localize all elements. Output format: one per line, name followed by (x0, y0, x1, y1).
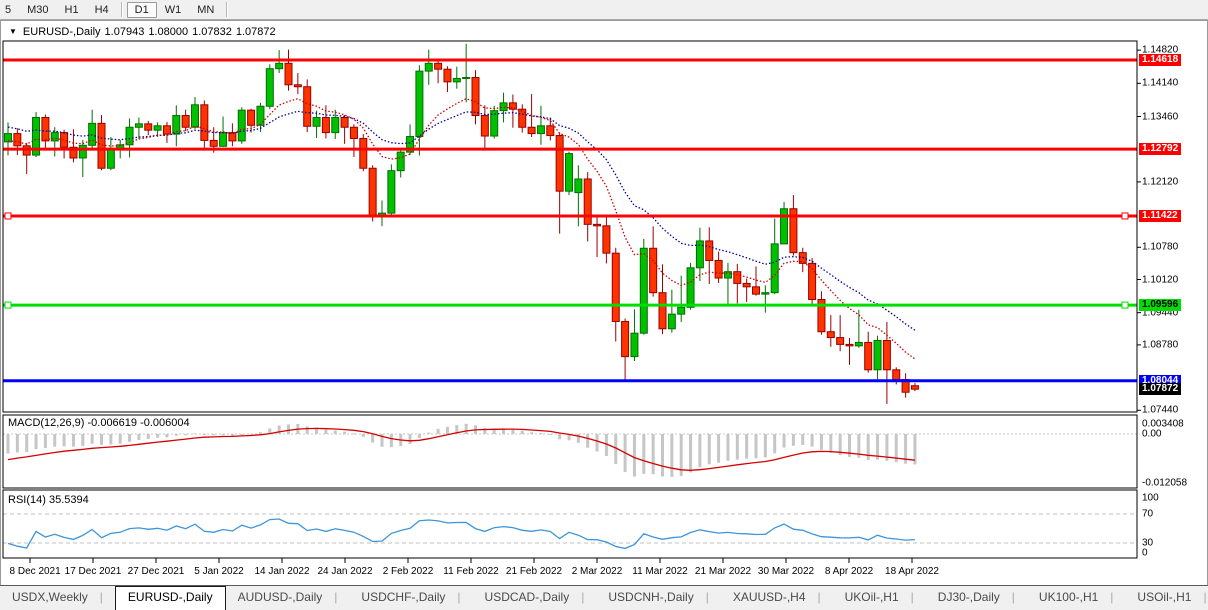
tab-audusd-daily[interactable]: AUDUSD-,Daily | (237, 590, 338, 604)
price-tick-label: 1.07440 (1142, 404, 1179, 416)
timeframe-button-5[interactable]: 5 (5, 3, 12, 16)
rsi-indicator-header: RSI(14) 35.5394 (8, 494, 89, 506)
macd-tick-label: 0.003408 (1142, 418, 1184, 430)
bar-low-value: 1.07832 (192, 26, 232, 38)
price-tick-label: 1.14140 (1142, 77, 1179, 89)
price-tick-label: 1.10120 (1142, 274, 1179, 285)
price-badge-1.09596: 1.09596 (1139, 299, 1182, 312)
bar-high-value: 1.08000 (148, 26, 189, 38)
date-tick-label: 5 Jan 2022 (194, 566, 244, 577)
tab-ukoil-h1[interactable]: UKOil-,H1 | (844, 590, 914, 604)
date-tick-label: 8 Apr 2022 (824, 566, 874, 577)
date-tick-label: 24 Jan 2022 (317, 566, 373, 577)
macd-signal-line (7, 427, 915, 471)
ma-slow-line (7, 110, 916, 331)
toolbar-separator (120, 2, 123, 17)
timeframe-button-w1[interactable]: W1 (164, 3, 182, 16)
price-badge-1.12792: 1.12792 (1139, 143, 1182, 156)
tab-separator: | (1203, 590, 1207, 604)
price-badge-1.11422: 1.11422 (1139, 209, 1181, 222)
chart-tab-bar: USDX,Weekly | EURUSD-,Daily AUDUSD-,Daily | U… (0, 585, 1208, 610)
timeframe-button-h1[interactable]: H1 (64, 3, 79, 16)
tab-usdcnh-daily[interactable]: USDCNH-,Daily | (608, 590, 709, 604)
bar-open-value: 1.07943 (104, 26, 145, 38)
timeframe-button-mn[interactable]: MN (197, 3, 215, 16)
tab-separator: | (705, 590, 709, 604)
rsi-tick-label: 30 (1142, 537, 1154, 549)
rsi-tick-label: 70 (1142, 508, 1154, 520)
price-tick-label: 1.12120 (1142, 176, 1179, 188)
tab-usdcad-daily[interactable]: USDCAD-,Daily | (484, 590, 585, 604)
macd-tick-label: 0.00 (1142, 428, 1162, 440)
price-tick-label: 1.14820 (1142, 44, 1179, 56)
date-tick-label: 18 Apr 2022 (885, 566, 939, 577)
timeframe-button-h4[interactable]: H4 (94, 3, 109, 16)
date-tick-label: 21 Feb 2022 (505, 566, 563, 577)
chart-menu-triangle-icon[interactable]: ▼ (9, 27, 17, 36)
rsi-tick-label: 0 (1142, 547, 1148, 559)
date-tick-label: 14 Jan 2022 (254, 566, 310, 577)
tab-dj30-daily[interactable]: DJ30-,Daily | (937, 590, 1015, 604)
date-tick-label: 21 Mar 2022 (694, 566, 752, 577)
tab-separator: | (581, 590, 585, 604)
price-tick-label: 1.10780 (1142, 241, 1179, 253)
tab-eurusd-daily[interactable]: EURUSD-,Daily (114, 586, 226, 610)
price-badge-1.07872: 1.07872 (1139, 383, 1182, 396)
tab-separator: | (99, 590, 103, 604)
timeframe-toolbar: 5 M30 H1 H4 D1 W1 MN (0, 0, 1208, 20)
tab-uk100-h1[interactable]: UK100-,H1 | (1038, 590, 1114, 604)
ma-fast-line (7, 97, 916, 360)
price-tick-label: 1.09440 (1142, 307, 1179, 319)
date-tick-label: 17 Dec 2021 (64, 566, 122, 577)
macd-tick-label: -0.012058 (1142, 477, 1188, 489)
rsi-title: RSI(14) (8, 494, 46, 506)
tab-usoil-h1[interactable]: USOil-,H1 | (1137, 590, 1207, 604)
line-handle[interactable] (1121, 301, 1129, 309)
toolbar-separator (226, 2, 229, 17)
tab-separator: | (817, 590, 821, 604)
line-handle[interactable] (4, 212, 12, 220)
line-handle[interactable] (1121, 212, 1129, 220)
macd-title: MACD(12,26,9) (8, 417, 85, 429)
tab-separator: | (457, 590, 461, 604)
date-tick-label: 8 Dec 2021 (9, 566, 61, 577)
macd-indicator-header: MACD(12,26,9) -0.006619 -0.006004 (8, 417, 190, 429)
price-badge-1.14618: 1.14618 (1139, 54, 1182, 66)
rsi-value: 35.5394 (48, 494, 89, 506)
tab-separator: | (1011, 590, 1015, 604)
main-panel-border (2, 40, 1138, 413)
candles (4, 43, 919, 404)
date-tick-label: 2 Feb 2022 (382, 566, 434, 577)
rsi-panel-border (2, 489, 1138, 559)
price-tick-label: 1.13460 (1142, 111, 1179, 122)
rsi-line (7, 518, 915, 550)
axis-ticks (29, 49, 1141, 563)
tab-separator: | (334, 590, 338, 604)
line-handle[interactable] (4, 301, 12, 309)
macd-histogram (6, 423, 917, 477)
tab-usdchf-daily[interactable]: USDCHF-,Daily | (361, 590, 461, 604)
rsi-tick-label: 100 (1142, 492, 1159, 504)
tab-usdx-weekly[interactable]: USDX,Weekly | (12, 590, 103, 604)
macd-values: -0.006619 -0.006004 (87, 417, 190, 429)
date-tick-label: 11 Mar 2022 (632, 566, 688, 577)
date-tick-label: 30 Mar 2022 (757, 566, 815, 577)
date-tick-label: 27 Dec 2021 (127, 566, 185, 577)
chart-title-bar: ▼ EURUSD-,Daily 1.07943 1.08000 1.07832 1.078… (9, 26, 280, 40)
price-tick-label: 1.08780 (1142, 339, 1179, 351)
macd-panel-border (2, 414, 1138, 489)
tab-separator: | (910, 590, 914, 604)
timeframe-button-m30[interactable]: M30 (27, 3, 49, 16)
tab-xauusd-h4[interactable]: XAUUSD-,H4 | (732, 590, 821, 604)
timeframe-button-d1[interactable]: D1 (126, 1, 157, 18)
date-tick-label: 11 Feb 2022 (443, 566, 499, 577)
date-tick-label: 2 Mar 2022 (571, 566, 623, 577)
bar-close-value: 1.07872 (235, 26, 276, 38)
tab-separator: | (1110, 590, 1114, 604)
chart-symbol-label: EURUSD-,Daily (22, 26, 101, 38)
